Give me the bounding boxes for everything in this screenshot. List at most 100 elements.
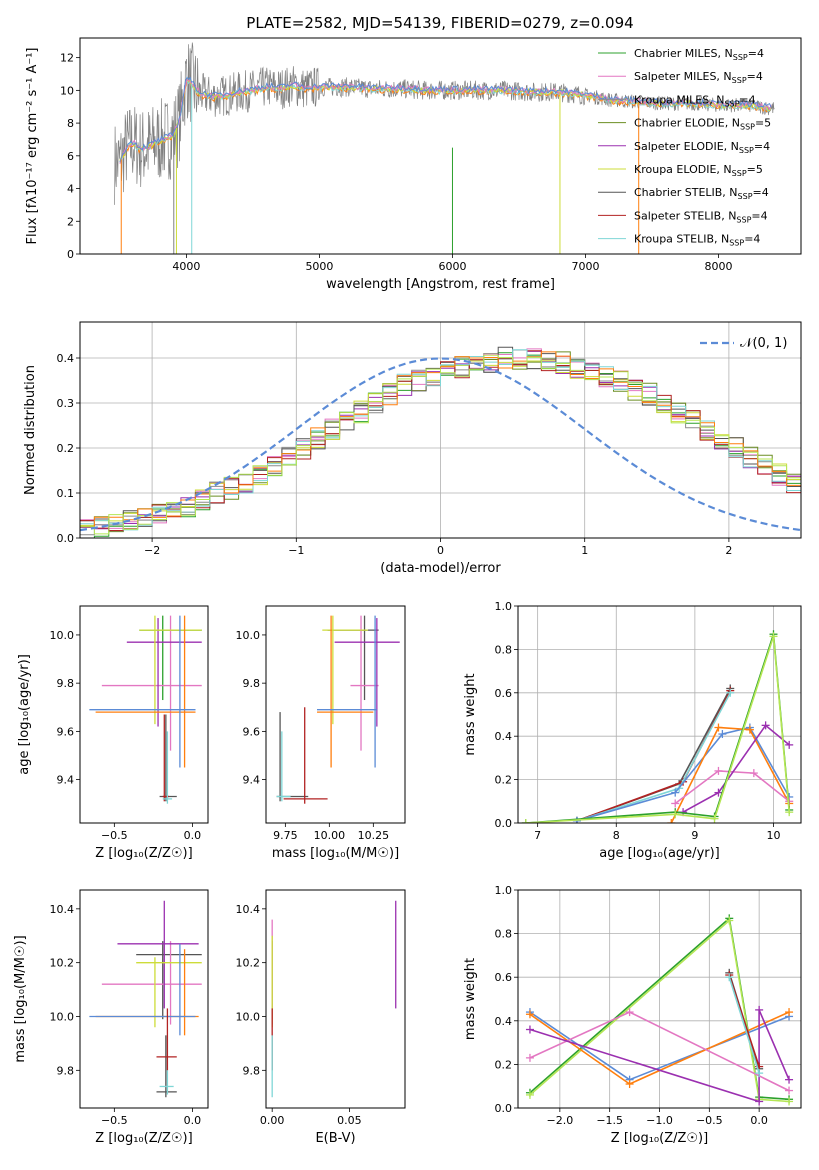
weight-marker: [625, 1080, 634, 1089]
data-point: [95, 615, 196, 768]
y-tick-label: 0.4: [495, 1015, 513, 1028]
y-tick-label: 9.6: [57, 725, 75, 738]
spectrum-plot-area: [114, 42, 775, 254]
x-tick-label: 7: [534, 829, 541, 842]
y-tick-label: 10: [60, 84, 74, 97]
data-point: [139, 615, 202, 725]
weight-marker: [745, 725, 754, 734]
y-tick-label: 9.8: [243, 1064, 261, 1077]
x-tick-label: 5000: [305, 260, 333, 273]
data-point: [89, 615, 196, 768]
data-point: [136, 957, 202, 1028]
weight-marker: [785, 808, 794, 817]
weight-marker: [714, 766, 723, 775]
x-tick-label: 9.75: [273, 829, 298, 842]
y-tick-label: 0.2: [495, 1058, 513, 1071]
weight-marker: [671, 799, 680, 808]
x-tick-label: −1.5: [596, 1114, 623, 1127]
weight-marker: [521, 819, 530, 823]
y-tick-label: 0.2: [57, 442, 75, 455]
spectrum-model-line: [119, 76, 772, 163]
panel-weight_vs_age: 7 8 9 10 0.0 0.2 0.4 0.6 0.8 1.0 age [log₁₀(age/yr…: [463, 600, 802, 861]
weight-marker: [785, 1075, 794, 1084]
x-tick-label: 2: [725, 544, 732, 557]
legend-entry: Kroupa STELIB, NSSP=4: [634, 233, 760, 248]
x-tick-label: −1: [288, 544, 304, 557]
y-axis-label: mass weight: [463, 673, 478, 755]
x-axis-label: (data-model)/error: [380, 561, 501, 576]
x-tick-label: 1: [581, 544, 588, 557]
weight-marker: [785, 1086, 794, 1095]
panel-age_vs_Z: −0.5 0.0 9.4 9.6 9.8 10.0 Z [log₁₀(Z/Z☉)] age […: [17, 605, 209, 861]
x-tick-label: −2.0: [546, 1114, 573, 1127]
y-tick-label: 0: [67, 248, 74, 261]
x-tick-label: 0.05: [337, 1114, 362, 1127]
x-tick-label: −0.5: [101, 1114, 128, 1127]
data-point: [89, 943, 196, 1036]
age_vs_mass-plot-area: [276, 615, 400, 804]
axes-frame: [79, 605, 209, 824]
spectrum-legend: Chabrier MILES, NSSP=4 Salpeter MILES, NS…: [598, 47, 771, 248]
x-tick-label: 4000: [172, 260, 200, 273]
weight-marker: [671, 788, 680, 797]
y-tick-label: 0.0: [495, 817, 513, 830]
data-point: [159, 1070, 174, 1095]
data-point: [162, 731, 173, 804]
x-tick-label: 0.0: [184, 829, 202, 842]
weight-marker: [749, 769, 758, 778]
legend-entry: Chabrier MILES, NSSP=4: [634, 47, 764, 62]
panel-mass_vs_Z: −0.5 0.0 9.8 10.0 10.2 10.4 Z [log₁₀(Z/Z☉)] mas…: [13, 889, 209, 1146]
weight-marker: [718, 730, 727, 739]
y-tick-label: 0.6: [495, 687, 513, 700]
x-tick-label: 10.25: [358, 829, 390, 842]
axes-frame: [517, 605, 802, 824]
panel-spectrum: 4000 5000 6000 7000 8000 0 2 4 6 8 10 12 wavelength …: [25, 37, 802, 292]
y-tick-label: 0.0: [495, 1102, 513, 1115]
weight-marker: [725, 916, 734, 925]
legend-entry: Chabrier STELIB, NSSP=4: [634, 186, 769, 201]
y-axis-label: mass weight: [463, 958, 478, 1040]
y-tick-label: 9.8: [243, 677, 261, 690]
weight-marker: [525, 1053, 534, 1062]
y-axis-label: age [log₁₀(age/yr)]: [17, 654, 32, 775]
x-tick-label: −0.5: [696, 1114, 723, 1127]
weight-marker: [755, 1005, 764, 1014]
x-tick-label: 0.0: [750, 1114, 768, 1127]
data-point: [317, 615, 374, 768]
y-tick-label: 6: [67, 150, 74, 163]
weight-marker: [625, 1008, 634, 1017]
y-tick-label: 10.2: [50, 957, 75, 970]
y-tick-label: 0.3: [57, 397, 75, 410]
weight-marker: [726, 688, 735, 697]
y-tick-label: 0.4: [495, 730, 513, 743]
data-point: [350, 615, 379, 751]
y-tick-label: 9.8: [57, 1064, 75, 1077]
x-tick-label: 0.00: [260, 1114, 285, 1127]
y-tick-label: 0.2: [495, 774, 513, 787]
data-point: [334, 618, 400, 727]
weight-marker: [785, 1097, 794, 1106]
panel-mass_vs_ebv: 0.00 0.05 9.8 10.0 10.2 10.4 E(B-V): [236, 889, 406, 1146]
x-tick-label: 10.00: [314, 829, 346, 842]
data-point: [126, 618, 202, 727]
mass_vs_Z-plot-area: [89, 900, 202, 1098]
x-tick-label: 0: [437, 544, 444, 557]
y-tick-label: 10.0: [50, 629, 75, 642]
legend-entry: Salpeter ELODIE, NSSP=4: [634, 140, 770, 155]
weight-series-line: [682, 724, 790, 813]
axes-frame: [517, 889, 802, 1109]
data-point: [136, 941, 202, 1020]
x-axis-label: wavelength [Angstrom, rest frame]: [326, 277, 555, 292]
x-tick-label: 8000: [705, 260, 733, 273]
legend-entry: 𝒩(0, 1): [740, 336, 787, 351]
weight-series-line: [529, 1009, 790, 1103]
y-axis-label: mass [log₁₀(M/M☉)]: [13, 935, 28, 1062]
weight-marker: [525, 1010, 534, 1019]
y-tick-label: 0.0: [57, 532, 75, 545]
weight-series-line: [674, 770, 790, 805]
x-tick-label: 0.0: [184, 1114, 202, 1127]
age_vs_Z-plot-area: [89, 615, 202, 804]
x-tick-label: −0.5: [101, 829, 128, 842]
weight-marker: [667, 819, 676, 823]
residuals-plot-area: [80, 322, 801, 538]
